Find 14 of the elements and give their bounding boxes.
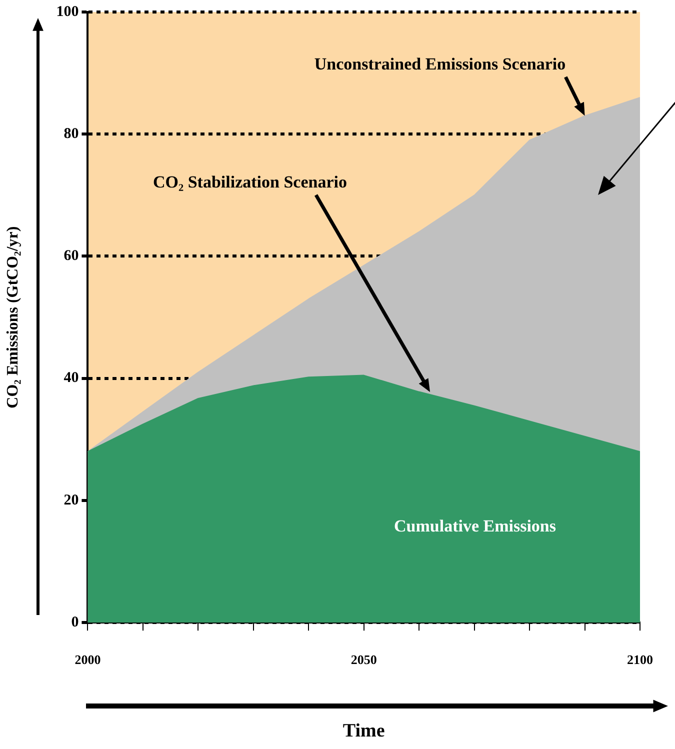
- y-tick-label: 100: [56, 4, 79, 20]
- x-tick-label: 2050: [350, 652, 377, 667]
- annotation: Cumulative Emissions: [394, 516, 556, 536]
- y-axis-title: CO₂ Emissions (GtCO₂/yr): [4, 226, 22, 408]
- y-tick-label: 0: [71, 614, 79, 630]
- y-tick-label: 80: [64, 126, 79, 142]
- y-tick-label: 60: [64, 248, 79, 264]
- annotation: CO₂ Stabilization Scenario: [153, 172, 347, 192]
- y-tick-label: 40: [64, 370, 79, 386]
- x-axis-title: Time: [342, 720, 385, 742]
- x-tick-label: 2100: [627, 652, 653, 667]
- x-tick-label: 2000: [74, 652, 101, 667]
- y-tick-label: 20: [64, 492, 79, 508]
- annotation: Unconstrained Emissions Scenario: [314, 54, 566, 74]
